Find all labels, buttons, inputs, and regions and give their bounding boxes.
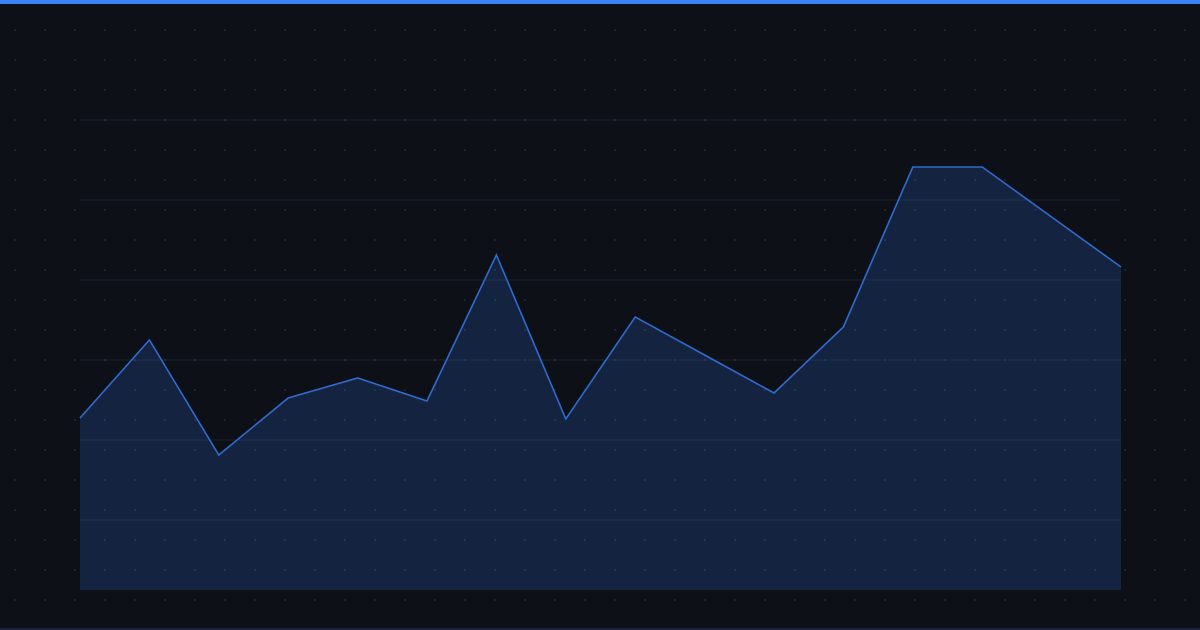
area-line (79, 166, 1122, 457)
top-bar (0, 0, 1200, 4)
bottom-bar (0, 628, 1200, 630)
area-fill (80, 167, 1121, 590)
